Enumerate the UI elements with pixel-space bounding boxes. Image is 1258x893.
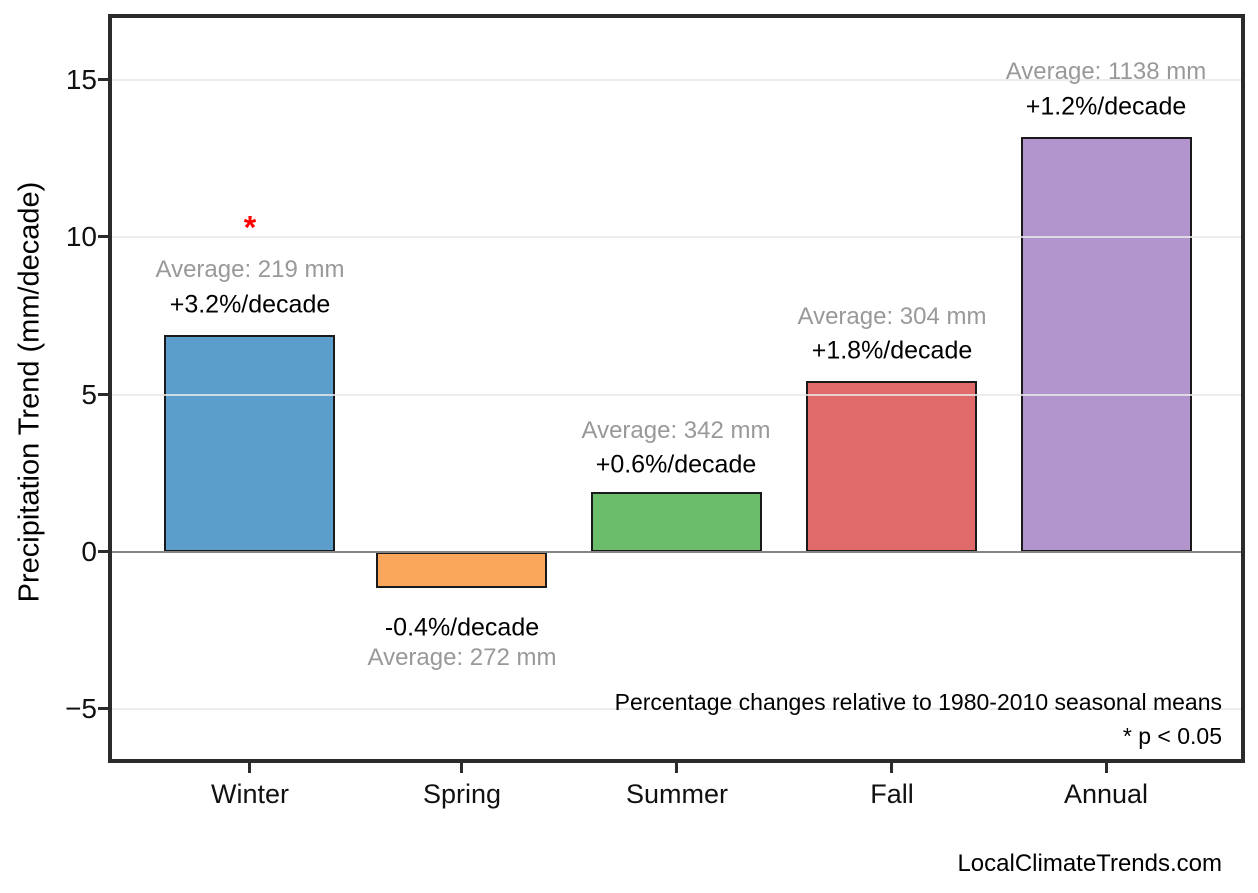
bar-winter xyxy=(164,335,335,552)
fall-pct-label: +1.8%/decade xyxy=(811,336,973,365)
y-tick-mark xyxy=(98,707,108,710)
x-tick-mark xyxy=(248,763,251,773)
x-tick-mark xyxy=(460,763,463,773)
spring-average-label: Average: 272 mm xyxy=(367,644,557,671)
plot-area: * Average: 219 mm +3.2%/decade -0.4%/dec… xyxy=(108,14,1245,763)
y-tick-label: 0 xyxy=(81,536,97,567)
winter-pct-label: +3.2%/decade xyxy=(169,290,331,319)
x-tick-mark xyxy=(1105,763,1108,773)
y-gridline-15 xyxy=(112,79,1241,81)
y-gridline-10 xyxy=(112,236,1241,238)
x-tick-label-winter: Winter xyxy=(210,779,290,809)
y-tick-mark xyxy=(98,393,108,396)
y-tick-label: 15 xyxy=(65,64,97,95)
y-tick-mark xyxy=(98,235,108,238)
zero-line xyxy=(112,551,1241,553)
y-gridline-neg5 xyxy=(112,708,1241,710)
spring-pct-label: -0.4%/decade xyxy=(384,613,540,642)
footnote-relative-means: Percentage changes relative to 1980-2010… xyxy=(614,689,1222,715)
x-tick-label-spring: Spring xyxy=(422,779,502,809)
summer-pct-label: +0.6%/decade xyxy=(595,450,757,479)
winter-average-label: Average: 219 mm xyxy=(155,256,345,283)
footnote-p-value: * p < 0.05 xyxy=(1122,723,1222,749)
y-tick-mark xyxy=(98,550,108,553)
watermark-text: LocalClimateTrends.com xyxy=(957,850,1222,877)
x-tick-mark xyxy=(675,763,678,773)
x-tick-label-fall: Fall xyxy=(870,779,914,809)
annual-average-label: Average: 1138 mm xyxy=(1005,58,1207,85)
bar-spring xyxy=(376,552,547,588)
x-tick-label-summer: Summer xyxy=(625,779,729,809)
y-tick-label: 10 xyxy=(65,221,97,252)
bar-summer xyxy=(591,492,762,552)
y-tick-label: −5 xyxy=(65,693,97,724)
bar-annual xyxy=(1021,137,1192,552)
y-gridline-5 xyxy=(112,394,1241,396)
y-tick-label: 5 xyxy=(81,379,97,410)
significance-asterisk: * xyxy=(243,209,257,246)
x-tick-label-annual: Annual xyxy=(1063,779,1149,809)
fall-average-label: Average: 304 mm xyxy=(797,303,987,330)
summer-average-label: Average: 342 mm xyxy=(581,417,771,444)
y-tick-mark xyxy=(98,78,108,81)
x-tick-mark xyxy=(890,763,893,773)
annual-pct-label: +1.2%/decade xyxy=(1025,92,1187,121)
bar-fall xyxy=(806,381,977,552)
